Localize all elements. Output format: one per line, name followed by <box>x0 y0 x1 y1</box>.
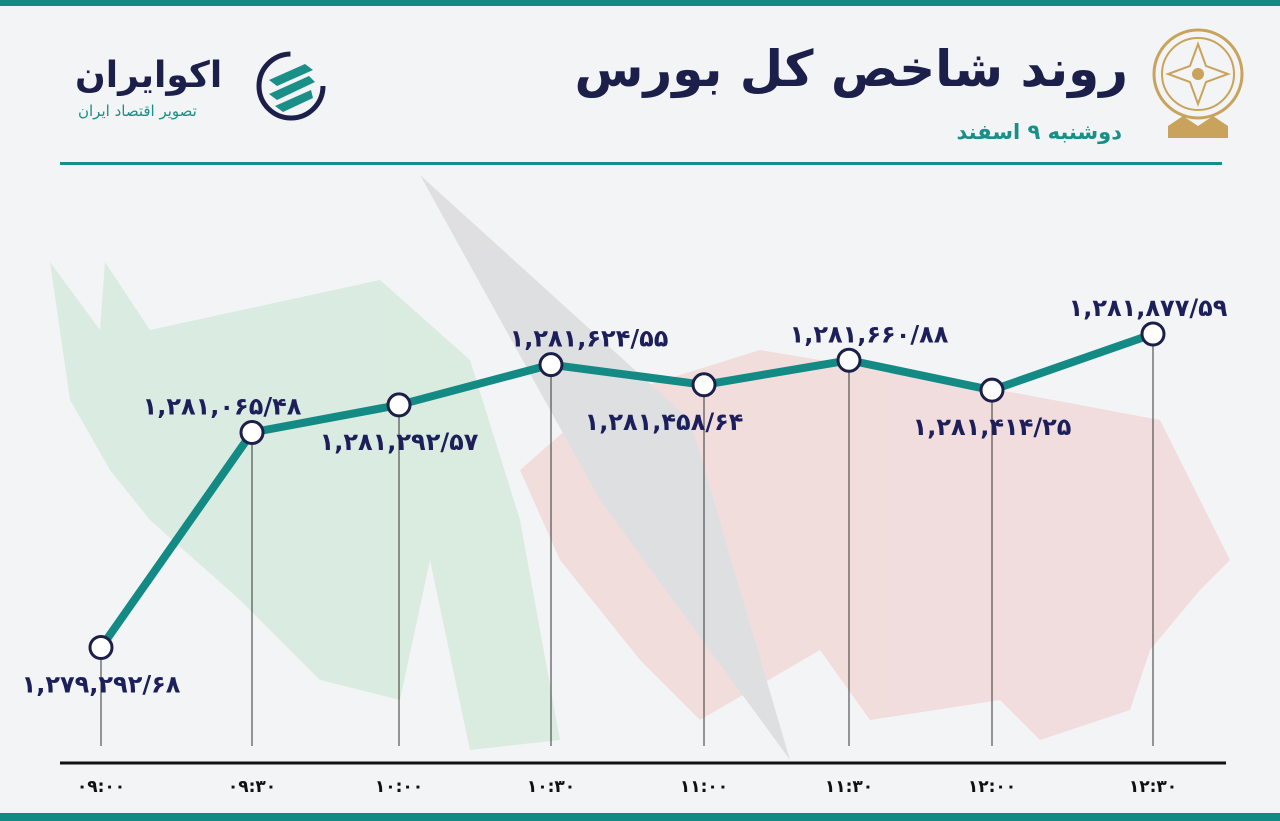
data-label: ۱,۲۸۱,۰۶۵/۴۸ <box>143 392 302 420</box>
x-tick-label: ۰۹:۳۰ <box>228 777 276 797</box>
data-point <box>836 347 862 373</box>
data-point <box>691 372 717 398</box>
data-label: ۱,۲۸۱,۴۵۸/۶۴ <box>585 408 744 436</box>
arrow-silhouette <box>420 175 790 760</box>
brand-tagline: تصویر اقتصاد ایران <box>78 102 197 120</box>
data-point <box>1140 321 1166 347</box>
x-tick-label: ۰۹:۰۰ <box>77 777 125 797</box>
background-illustration <box>50 175 1230 760</box>
data-label: ۱,۲۷۹,۲۹۲/۶۸ <box>22 671 181 699</box>
bull-silhouette <box>50 262 560 750</box>
header-divider <box>60 162 1222 165</box>
data-point <box>88 635 114 661</box>
bottom-accent-bar <box>0 813 1280 821</box>
data-label: ۱,۲۸۱,۶۲۴/۵۵ <box>510 325 669 353</box>
data-point <box>979 377 1005 403</box>
data-point <box>239 419 265 445</box>
x-tick-label: ۱۰:۰۰ <box>375 777 423 797</box>
x-tick-label: ۱۲:۳۰ <box>1129 777 1177 797</box>
x-tick-label: ۱۱:۰۰ <box>680 777 728 797</box>
top-accent-bar <box>0 0 1280 6</box>
x-tick-label: ۱۱:۳۰ <box>825 777 873 797</box>
data-point <box>386 392 412 418</box>
date-label: دوشنبه ۹ اسفند <box>956 120 1123 144</box>
ecoiran-logo-icon <box>256 51 326 121</box>
brand-name: اکوایران <box>75 55 223 96</box>
x-tick-label: ۱۲:۰۰ <box>968 777 1016 797</box>
stock-exchange-seal-logo <box>1152 28 1244 138</box>
index-series-line <box>97 330 1155 650</box>
data-point <box>538 352 564 378</box>
page-title: روند شاخص کل بورس <box>574 40 1128 98</box>
data-label: ۱,۲۸۱,۲۹۲/۵۷ <box>320 428 479 456</box>
data-label: ۱,۲۸۱,۴۱۴/۲۵ <box>913 413 1072 441</box>
data-label: ۱,۲۸۱,۶۶۰/۸۸ <box>790 320 949 348</box>
data-label: ۱,۲۸۱,۸۷۷/۵۹ <box>1069 294 1228 322</box>
x-tick-label: ۱۰:۳۰ <box>527 777 575 797</box>
